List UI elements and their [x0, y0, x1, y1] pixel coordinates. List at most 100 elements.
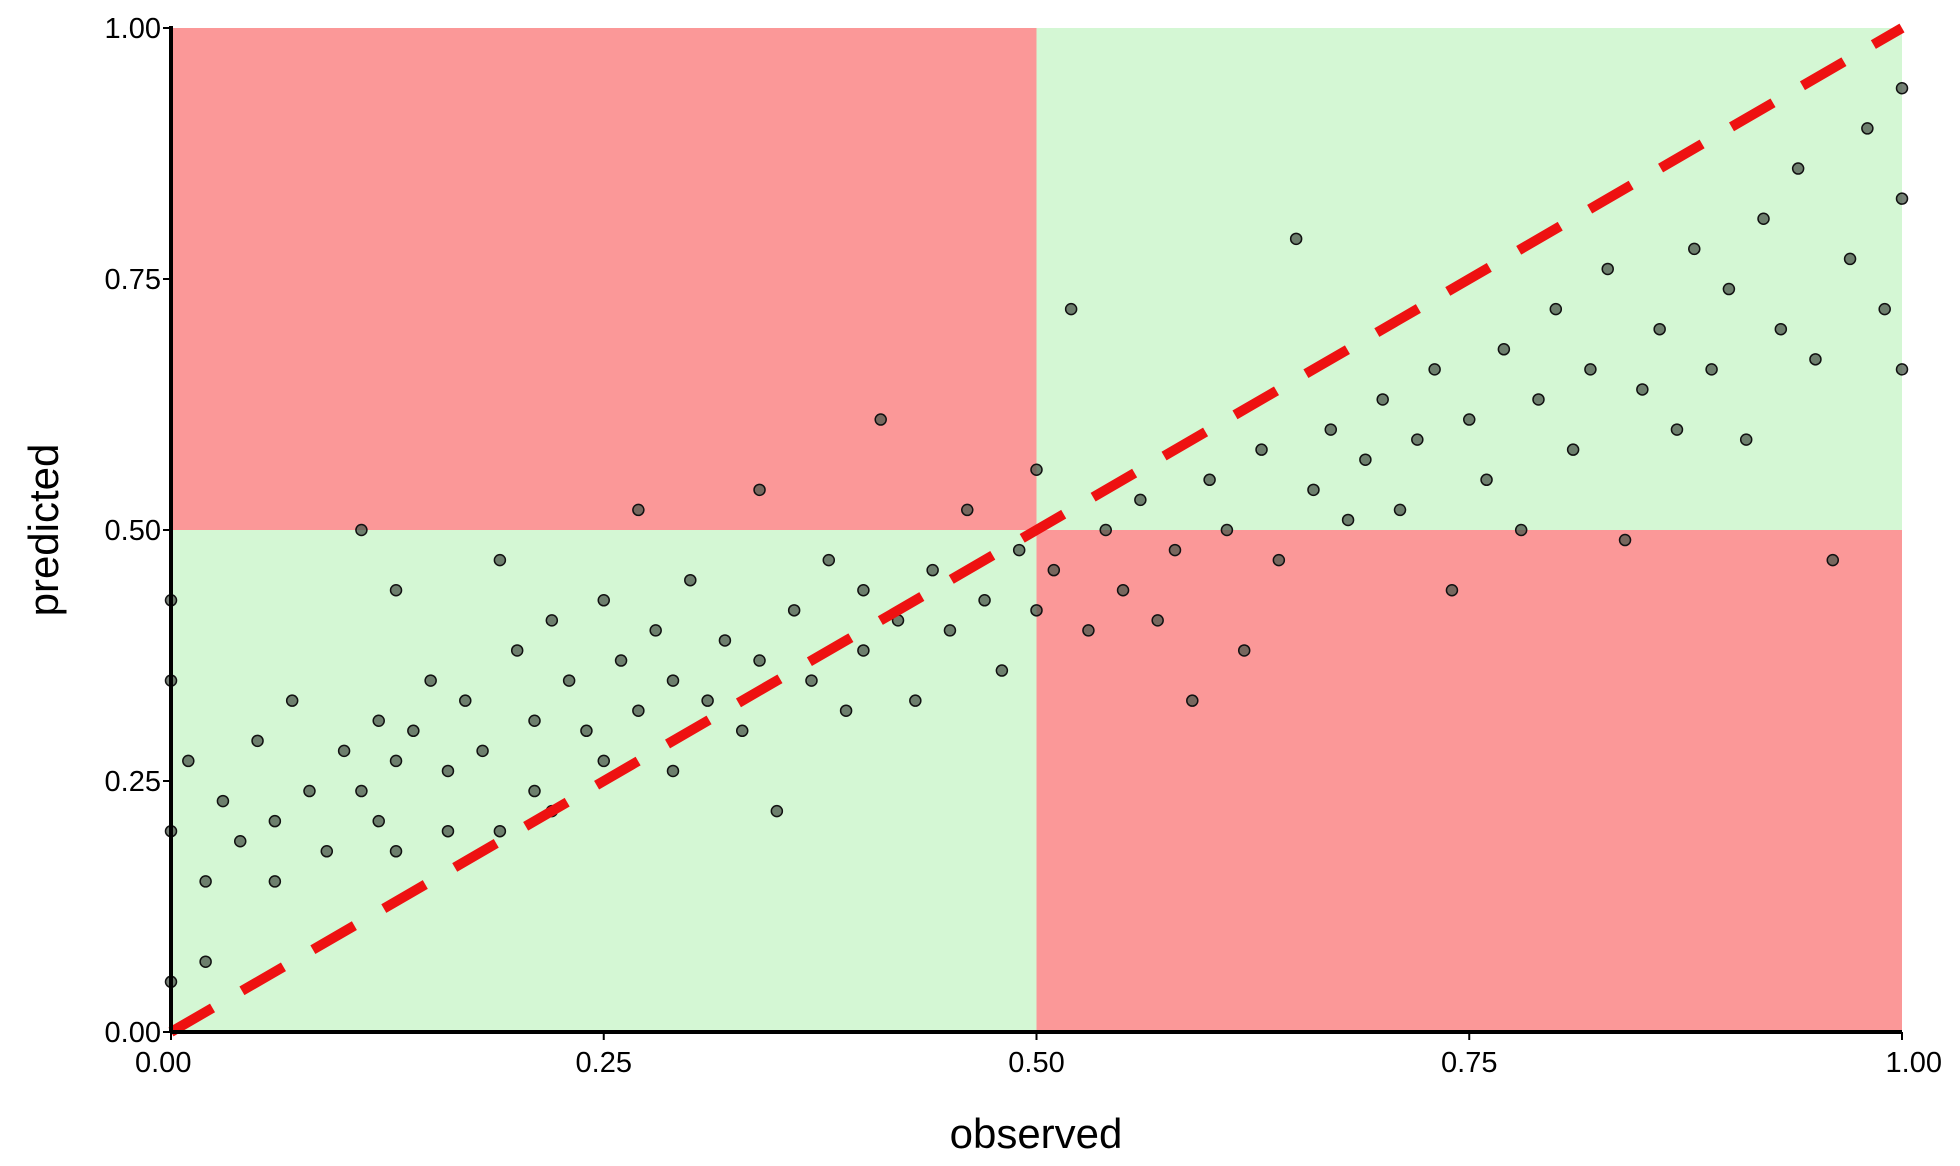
point — [1186, 694, 1199, 707]
point — [1774, 322, 1788, 336]
point — [372, 814, 385, 828]
point — [424, 674, 437, 687]
point — [1203, 473, 1216, 487]
point — [1653, 322, 1666, 336]
point — [1445, 583, 1459, 597]
point — [926, 563, 939, 577]
point — [1376, 393, 1389, 406]
region — [171, 28, 1037, 530]
point — [753, 483, 766, 497]
point — [1895, 363, 1909, 376]
point — [528, 784, 541, 798]
x-tick-label: 0.25 — [576, 1047, 632, 1079]
point — [597, 754, 610, 768]
point — [1463, 413, 1476, 426]
point — [251, 734, 264, 748]
point — [1757, 212, 1770, 226]
point — [1480, 473, 1493, 487]
point — [1566, 443, 1580, 456]
point — [1012, 543, 1026, 557]
x-axis-title: observed — [950, 1110, 1123, 1157]
point — [1636, 383, 1649, 396]
y-tick-label: 0.75 — [105, 264, 161, 296]
point — [632, 704, 645, 717]
point — [528, 714, 541, 728]
point — [1895, 192, 1909, 205]
point — [1791, 162, 1805, 175]
point — [233, 834, 247, 848]
points — [164, 81, 1909, 989]
x-tick-label: 0.75 — [1441, 1047, 1497, 1079]
point — [1030, 604, 1043, 617]
x-tick-label: 0.50 — [1008, 1047, 1064, 1079]
point — [1324, 423, 1338, 436]
point — [978, 594, 991, 607]
axes: 0.00 0.25 0.50 0.75 1.00 0.00 0.25 0.50 0.75 1.00 — [105, 13, 1942, 1079]
point — [1289, 232, 1303, 246]
point — [1878, 302, 1891, 316]
point — [1809, 353, 1822, 366]
point — [303, 784, 316, 798]
point — [1393, 503, 1407, 517]
point — [1116, 583, 1130, 597]
point — [1514, 523, 1528, 537]
point — [355, 523, 368, 537]
point — [701, 694, 714, 707]
point — [355, 784, 368, 798]
point — [874, 413, 887, 426]
point — [1341, 513, 1355, 527]
point — [285, 694, 299, 707]
point — [476, 744, 489, 758]
point — [1688, 242, 1701, 256]
x-tick-label: 0.00 — [135, 1047, 191, 1079]
point — [1549, 302, 1563, 316]
point — [1705, 363, 1718, 376]
point — [1064, 302, 1078, 316]
point — [493, 553, 507, 567]
region — [1036, 530, 1902, 1032]
point — [389, 754, 403, 768]
point — [441, 764, 455, 778]
point — [1134, 493, 1147, 507]
y-tick-label: 0.00 — [105, 1017, 161, 1049]
point — [268, 875, 282, 888]
point — [995, 664, 1009, 677]
point — [1428, 363, 1441, 376]
point — [961, 503, 974, 517]
point — [407, 724, 420, 738]
y-tick-label: 0.25 — [105, 766, 161, 798]
point — [268, 814, 282, 828]
point — [1151, 614, 1164, 627]
point — [459, 694, 472, 707]
point — [1272, 553, 1286, 567]
point — [684, 573, 697, 587]
point — [216, 794, 230, 808]
y-tick-label: 1.00 — [105, 13, 161, 45]
point — [1237, 644, 1251, 657]
point — [1168, 543, 1182, 557]
point — [1618, 533, 1632, 547]
point — [580, 724, 593, 738]
point — [753, 654, 766, 667]
point — [943, 624, 957, 637]
point — [389, 583, 403, 597]
point — [909, 694, 922, 707]
point — [493, 824, 507, 838]
x-tick-label: 1.00 — [1886, 1047, 1942, 1079]
point — [562, 674, 576, 687]
point — [614, 654, 628, 667]
point — [1843, 252, 1857, 266]
point — [857, 583, 870, 597]
point — [1411, 433, 1424, 446]
point — [1670, 423, 1684, 436]
point — [182, 754, 195, 768]
point — [1722, 282, 1736, 296]
y-tick-label: 0.50 — [105, 515, 161, 547]
reference-line — [168, 23, 1905, 1037]
point — [839, 704, 853, 717]
point — [666, 764, 680, 778]
point — [1584, 363, 1597, 376]
point — [372, 714, 385, 728]
point — [1739, 433, 1753, 446]
